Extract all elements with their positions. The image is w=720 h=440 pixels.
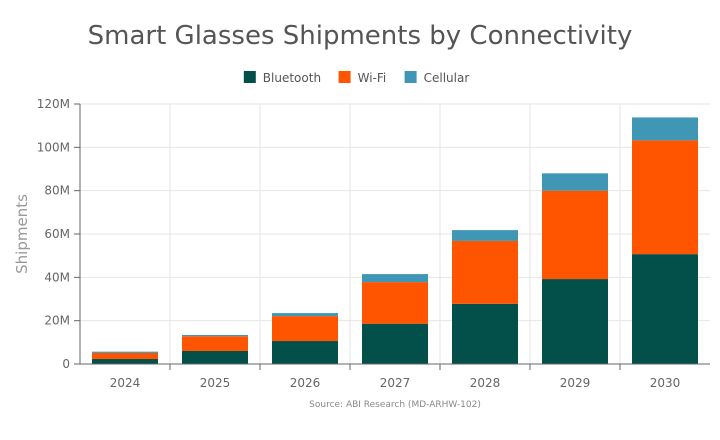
bar-cellular-2029 [542, 173, 608, 191]
x-tick-label: 2025 [200, 376, 231, 390]
bar-wifi-2027 [362, 282, 428, 324]
x-tick-label: 2024 [110, 376, 141, 390]
legend-label: Bluetooth [263, 71, 321, 85]
grid [80, 103, 710, 364]
bar-wifi-2029 [542, 190, 608, 280]
bar-cellular-2030 [632, 117, 698, 141]
bar-wifi-2026 [272, 316, 338, 342]
bar-bluetooth-2027 [362, 323, 428, 364]
bar-wifi-2028 [452, 240, 518, 304]
y-axis-label: Shipments [13, 194, 31, 274]
bar-bluetooth-2024 [92, 359, 158, 364]
bar-cellular-2028 [452, 230, 518, 241]
x-tick-label: 2029 [560, 376, 591, 390]
y-tick-label: 120M [37, 97, 70, 111]
y-tick-label: 20M [44, 314, 70, 328]
source-note: Source: ABI Research (MD-ARHW-102) [309, 400, 481, 410]
bar-cellular-2025 [182, 334, 248, 337]
bar-bluetooth-2025 [182, 351, 248, 364]
bar-bluetooth-2028 [452, 303, 518, 364]
bar-wifi-2030 [632, 140, 698, 255]
x-tick-label: 2030 [650, 376, 681, 390]
x-tick-label: 2027 [380, 376, 411, 390]
x-tick-label: 2028 [470, 376, 501, 390]
legend-label: Cellular [424, 71, 470, 85]
x-tick-label: 2026 [290, 376, 321, 390]
bar-cellular-2026 [272, 313, 338, 317]
legend-swatch [243, 71, 256, 83]
bar-bluetooth-2026 [272, 341, 338, 364]
legend: Bluetooth Wi-Fi Cellular [243, 71, 470, 85]
bar-wifi-2025 [182, 336, 248, 351]
bar-cellular-2027 [362, 274, 428, 283]
axes: 0 20M 40M 60M 80M 100M 120M 2024 2025 2026 2027 202… [37, 97, 710, 390]
legend-swatch [404, 71, 417, 83]
y-tick-label: 80M [44, 184, 70, 198]
y-tick-label: 0 [62, 357, 70, 371]
legend-swatch [338, 71, 351, 83]
bars [92, 117, 698, 364]
y-tick-label: 40M [44, 270, 70, 284]
legend-label: Wi-Fi [358, 71, 387, 85]
bar-bluetooth-2030 [632, 254, 698, 364]
bar-cellular-2024 [92, 351, 158, 353]
y-tick-label: 100M [37, 140, 70, 154]
y-tick-label: 60M [44, 227, 70, 241]
bar-wifi-2024 [92, 352, 158, 360]
chart-title: Smart Glasses Shipments by Connectivity [88, 21, 633, 51]
bar-bluetooth-2029 [542, 279, 608, 364]
